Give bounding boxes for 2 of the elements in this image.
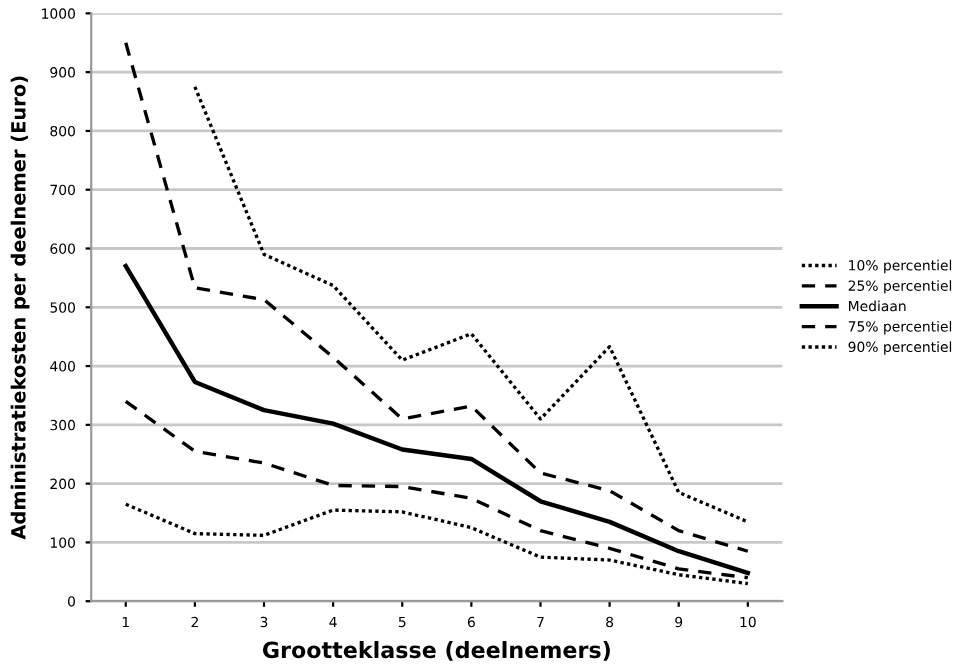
x-axis-title: Grootteklasse (deelnemers) <box>262 641 610 661</box>
y-axis-title: Administratiekosten per deelnemer (Euro) <box>10 76 30 540</box>
